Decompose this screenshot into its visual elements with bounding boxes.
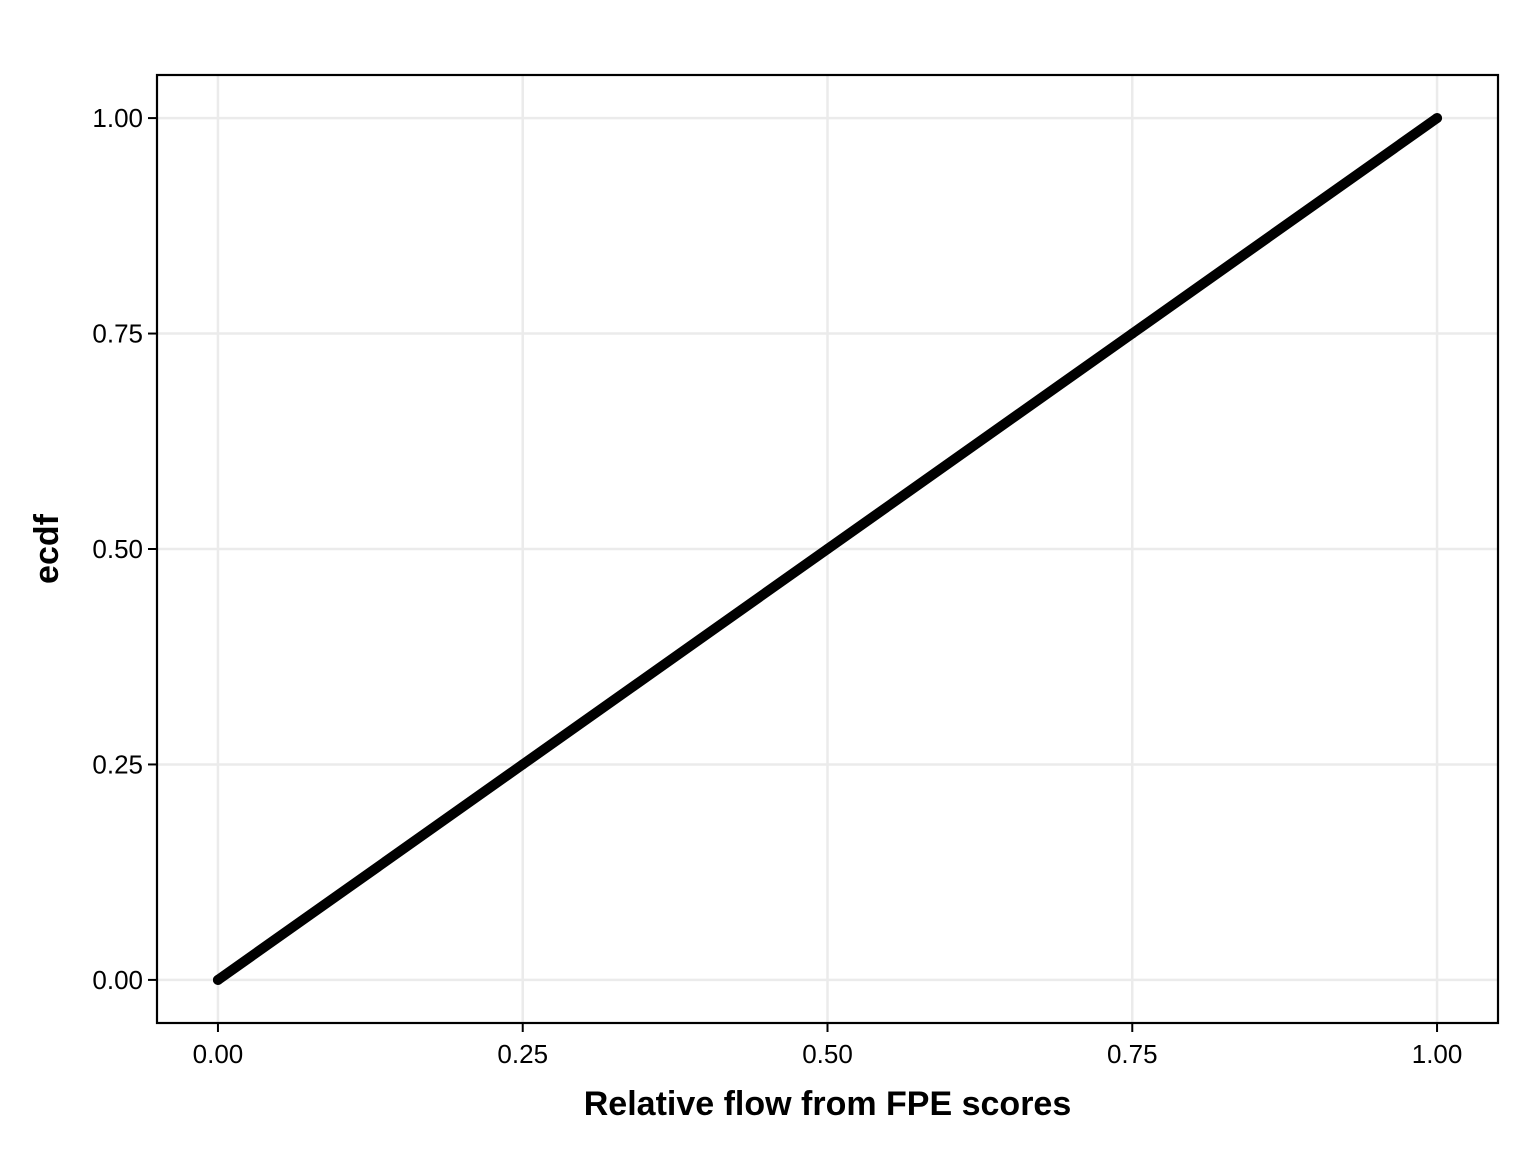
x-tick-label: 0.25	[497, 1039, 548, 1069]
y-axis-title: ecdf	[28, 513, 66, 584]
x-tick-label: 0.00	[193, 1039, 244, 1069]
axis-layer: 0.00 0.25 0.50 0.75 1.00 0.00 0.25 0.50 0.75 1.00	[92, 103, 1462, 1069]
y-tick-label: 0.75	[92, 319, 143, 349]
ecdf-point	[212, 974, 223, 985]
y-tick-label: 0.00	[92, 965, 143, 995]
ecdf-point	[1127, 328, 1138, 339]
x-tick-label: 1.00	[1412, 1039, 1463, 1069]
y-tick-label: 0.25	[92, 749, 143, 779]
grid-layer	[157, 75, 1498, 1023]
ecdf-point	[1432, 113, 1443, 124]
ecdf-point	[517, 759, 528, 770]
x-tick-label: 0.50	[802, 1039, 853, 1069]
x-axis-title: Relative flow from FPE scores	[584, 1085, 1072, 1123]
y-tick-label: 0.50	[92, 534, 143, 564]
ecdf-point	[822, 544, 833, 554]
series-layer	[212, 113, 1443, 985]
y-tick-label: 1.00	[92, 103, 143, 133]
x-tick-label: 0.75	[1107, 1039, 1158, 1069]
